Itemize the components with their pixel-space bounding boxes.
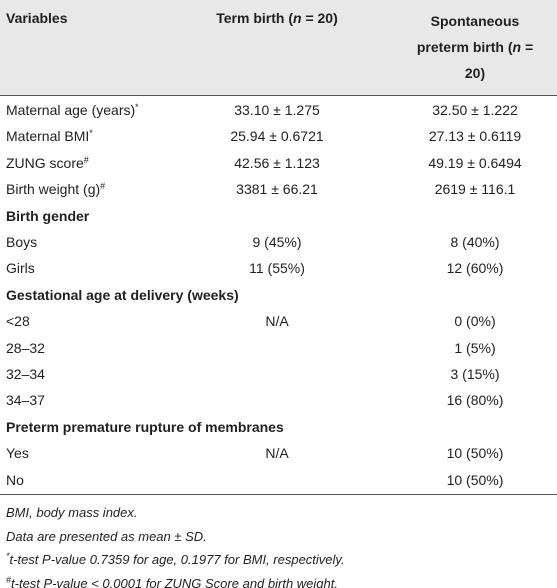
- superscript: *: [89, 128, 93, 139]
- term-cell: N/A: [265, 313, 289, 330]
- text: No: [6, 471, 24, 488]
- text: = 20): [464, 39, 534, 81]
- preterm-cell: 3 (15%): [450, 366, 500, 382]
- row-label: <28: [6, 311, 30, 331]
- preterm-cell: 49.19 ± 0.6494: [428, 154, 522, 171]
- row-label: Birth weight (g)#: [6, 179, 105, 199]
- text: t-test P-value < 0.0001 for ZUNG Score a…: [11, 575, 338, 588]
- row-label: Yes: [6, 443, 29, 463]
- text: BMI, body mass index.: [6, 505, 138, 520]
- header-background: [0, 0, 557, 95]
- row-label: Girls: [6, 258, 35, 278]
- superscript: #: [83, 154, 89, 165]
- preterm-cell: 0 (0%): [454, 313, 496, 330]
- term-cell: 9 (45%): [252, 234, 302, 250]
- text: Data are presented as mean ± SD.: [6, 528, 207, 544]
- text: ZUNG score: [6, 154, 84, 171]
- superscript: #: [100, 181, 106, 192]
- preterm-cell: 1 (5%): [454, 339, 496, 356]
- text: = 20): [301, 10, 338, 26]
- row-label: ZUNG score#: [6, 153, 89, 173]
- section-heading: Preterm premature rupture of membranes: [6, 418, 284, 435]
- row-label: 28–32: [6, 338, 45, 358]
- term-cell: 3381 ± 66.21: [236, 181, 318, 198]
- text: n: [512, 39, 522, 55]
- preterm-cell: 16 (80%): [446, 392, 504, 409]
- row-label: 32–34: [6, 364, 45, 384]
- footnote: BMI, body mass index.: [6, 503, 138, 523]
- preterm-cell: 32.50 ± 1.222: [432, 102, 518, 118]
- table-bottom-rule: [0, 494, 557, 495]
- text: Term birth (: [216, 10, 293, 26]
- text: t-test P-value 0.7359 for age, 0.1977 fo…: [9, 552, 345, 567]
- text: 34–37: [6, 392, 45, 409]
- text: n: [292, 10, 302, 26]
- text: <28: [6, 313, 30, 330]
- preterm-cell: 8 (40%): [450, 234, 500, 250]
- superscript: *: [135, 102, 139, 112]
- header-cell: Spontaneous preterm birth (n = 20): [413, 8, 538, 86]
- text: Maternal age (years): [6, 102, 136, 118]
- header-rule: [0, 95, 557, 96]
- text: 28–32: [6, 339, 45, 356]
- preterm-cell: 12 (60%): [446, 260, 504, 277]
- footnote: Data are presented as mean ± SD.: [6, 527, 207, 547]
- text: Girls: [6, 260, 35, 277]
- text: Spontaneous preterm birth (: [416, 13, 520, 55]
- term-cell: 42.56 ± 1.123: [234, 154, 320, 171]
- preterm-cell: 10 (50%): [446, 471, 504, 488]
- preterm-cell: 10 (50%): [446, 445, 504, 462]
- row-label: Maternal age (years)*: [6, 100, 139, 120]
- section-heading: Gestational age at delivery (weeks): [6, 286, 239, 303]
- term-cell: 11 (55%): [249, 260, 305, 277]
- text: Boys: [6, 234, 38, 250]
- footnote: *t-test P-value 0.7359 for age, 0.1977 f…: [6, 550, 345, 570]
- superscript: *: [6, 551, 10, 561]
- text: Maternal BMI: [6, 128, 90, 145]
- row-label: Boys: [6, 232, 37, 252]
- footnote: #t-test P-value < 0.0001 for ZUNG Score …: [6, 574, 338, 588]
- row-label: 34–37: [6, 390, 45, 410]
- text: 32–34: [6, 366, 45, 382]
- term-cell: 25.94 ± 0.6721: [230, 128, 324, 145]
- preterm-cell: 27.13 ± 0.6119: [428, 128, 522, 145]
- term-cell: N/A: [265, 445, 289, 462]
- section-heading: Birth gender: [6, 207, 90, 224]
- row-label: Maternal BMI*: [6, 126, 93, 146]
- superscript: #: [6, 574, 12, 585]
- text: Yes: [6, 445, 29, 462]
- preterm-cell: 2619 ± 116.1: [434, 181, 516, 198]
- header-cell: Variables: [6, 10, 68, 26]
- header-cell: Term birth (n = 20): [216, 8, 338, 28]
- row-label: No: [6, 470, 24, 490]
- text: Birth weight (g): [6, 181, 101, 198]
- term-cell: 33.10 ± 1.275: [234, 102, 320, 118]
